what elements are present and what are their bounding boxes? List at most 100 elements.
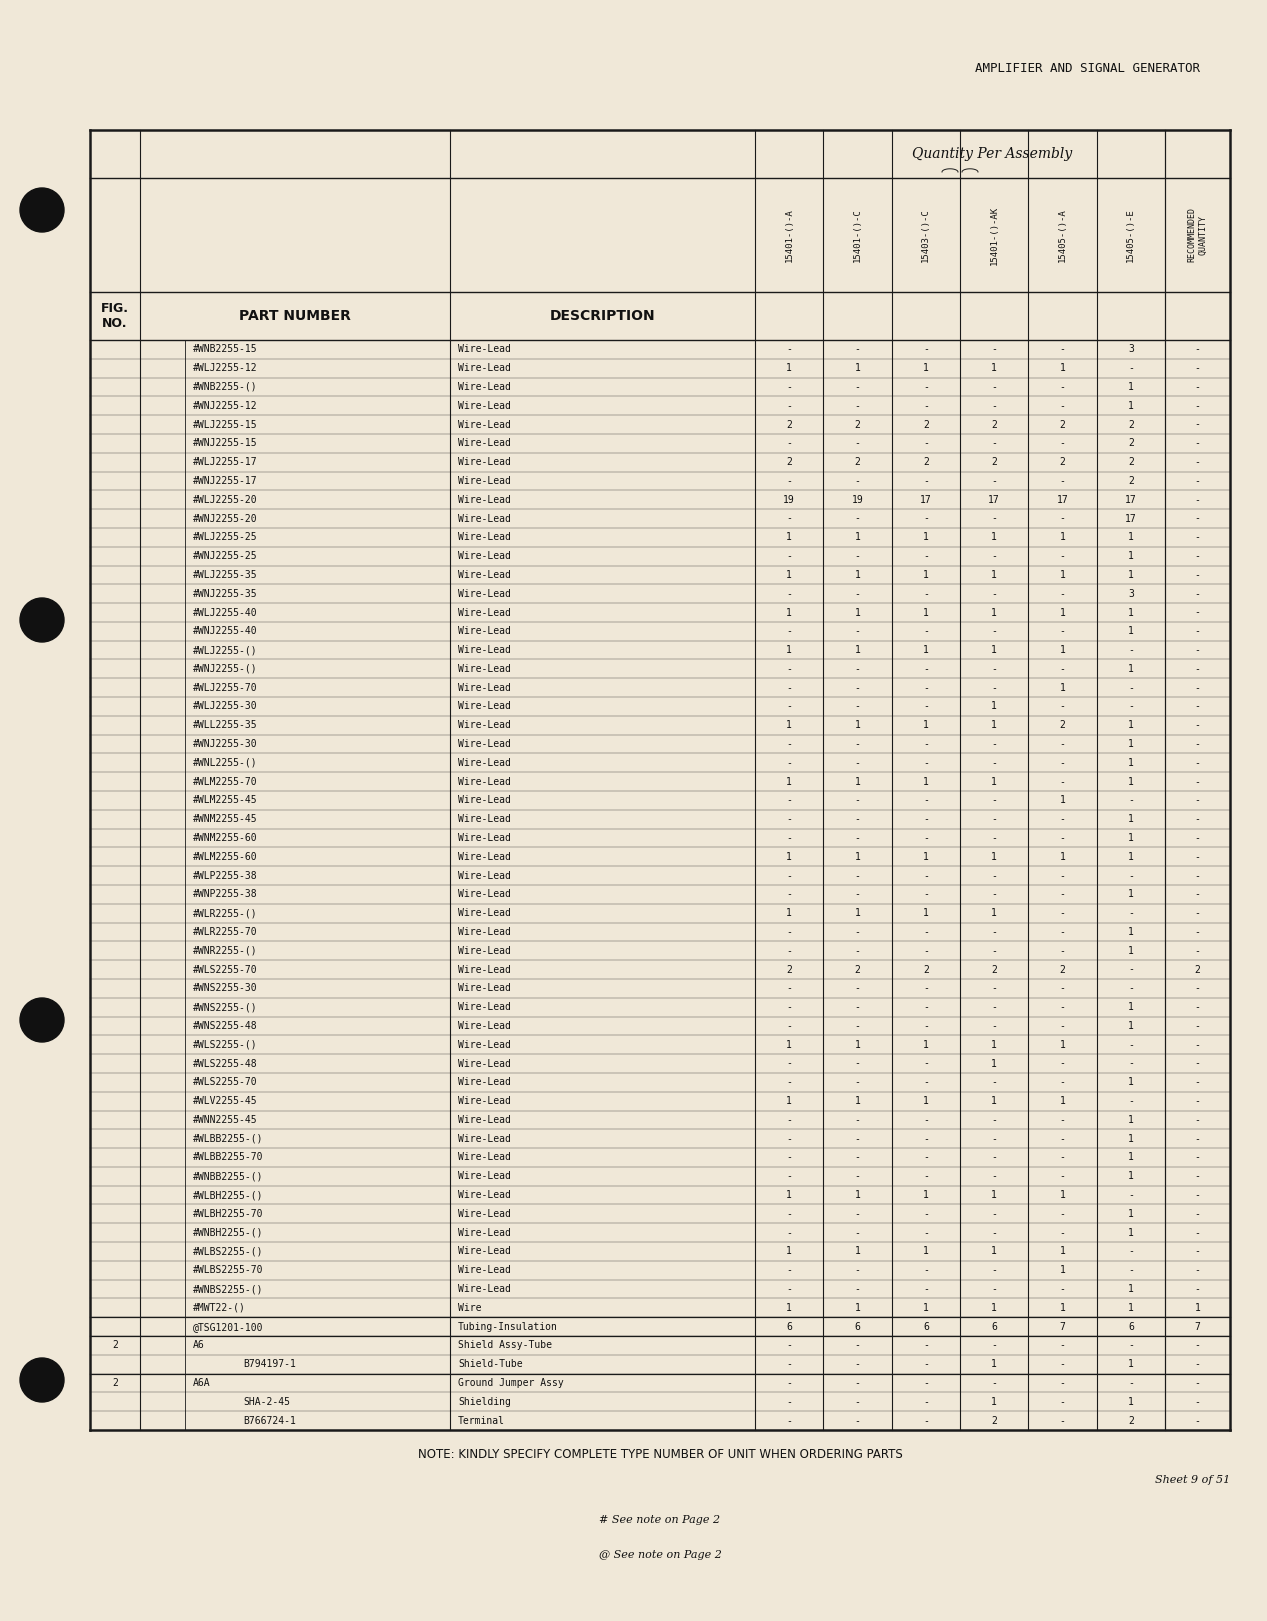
Text: Wire-Lead: Wire-Lead — [457, 870, 511, 880]
Text: -: - — [922, 1360, 929, 1370]
Text: #WNM2255-60: #WNM2255-60 — [193, 833, 257, 843]
Text: 1: 1 — [922, 363, 929, 373]
Text: #WLBB2255-70: #WLBB2255-70 — [193, 1153, 264, 1162]
Text: 1: 1 — [1128, 720, 1134, 729]
Text: 1: 1 — [854, 571, 860, 580]
Text: -: - — [854, 890, 860, 900]
Text: -: - — [787, 870, 792, 880]
Text: -: - — [1128, 645, 1134, 655]
Text: #WLS2255-70: #WLS2255-70 — [193, 1078, 257, 1088]
Text: -: - — [922, 1153, 929, 1162]
Text: -: - — [1059, 833, 1066, 843]
Text: @TSG1201-100: @TSG1201-100 — [193, 1321, 264, 1331]
Text: Wire-Lead: Wire-Lead — [457, 1209, 511, 1219]
Text: -: - — [1059, 1133, 1066, 1144]
Text: -: - — [787, 438, 792, 449]
Text: 2: 2 — [991, 420, 997, 430]
Text: 1: 1 — [1059, 645, 1066, 655]
Text: -: - — [922, 796, 929, 806]
Text: #WLV2255-45: #WLV2255-45 — [193, 1096, 257, 1106]
Text: @ See note on Page 2: @ See note on Page 2 — [598, 1550, 721, 1559]
Text: #WNJ2255-12: #WNJ2255-12 — [193, 400, 257, 410]
Text: -: - — [1128, 1266, 1134, 1276]
Text: #WNL2255-(): #WNL2255-() — [193, 759, 257, 768]
Text: -: - — [854, 984, 860, 994]
Text: 2: 2 — [1128, 457, 1134, 467]
Text: -: - — [787, 665, 792, 674]
Text: -: - — [854, 1021, 860, 1031]
Text: 1: 1 — [1059, 532, 1066, 543]
Text: 15405-()-A: 15405-()-A — [1058, 207, 1067, 263]
Text: -: - — [922, 1078, 929, 1088]
Text: 6: 6 — [787, 1321, 792, 1331]
Text: 1: 1 — [1059, 1266, 1066, 1276]
Text: -: - — [922, 1021, 929, 1031]
Text: -: - — [787, 984, 792, 994]
Text: 1: 1 — [1128, 814, 1134, 823]
Text: 1: 1 — [991, 608, 997, 618]
Text: -: - — [1059, 383, 1066, 392]
Text: -: - — [1059, 870, 1066, 880]
Text: -: - — [854, 477, 860, 486]
Text: -: - — [854, 1172, 860, 1182]
Text: 2: 2 — [854, 457, 860, 467]
Circle shape — [20, 598, 65, 642]
Text: -: - — [1195, 363, 1200, 373]
Text: -: - — [991, 665, 997, 674]
Text: Wire-Lead: Wire-Lead — [457, 1096, 511, 1106]
Text: RECOMMENDED
QUANTITY: RECOMMENDED QUANTITY — [1187, 207, 1207, 263]
Text: -: - — [787, 739, 792, 749]
Text: #WLBB2255-(): #WLBB2255-() — [193, 1133, 264, 1144]
Text: -: - — [922, 1415, 929, 1425]
Text: -: - — [787, 1397, 792, 1407]
Text: Wire-Lead: Wire-Lead — [457, 588, 511, 598]
Text: 2: 2 — [1128, 438, 1134, 449]
Text: -: - — [1195, 1284, 1200, 1294]
Text: 1: 1 — [991, 1397, 997, 1407]
Text: -: - — [1059, 1341, 1066, 1350]
Text: -: - — [787, 1227, 792, 1238]
Text: -: - — [787, 1266, 792, 1276]
Text: -: - — [1059, 739, 1066, 749]
Circle shape — [20, 1358, 65, 1402]
Text: -: - — [1195, 551, 1200, 561]
Text: Wire-Lead: Wire-Lead — [457, 851, 511, 862]
Text: -: - — [1195, 870, 1200, 880]
Text: 1: 1 — [1128, 383, 1134, 392]
Text: 1: 1 — [1128, 626, 1134, 637]
Text: 1: 1 — [1128, 1133, 1134, 1144]
Text: -: - — [787, 514, 792, 524]
Text: Wire-Lead: Wire-Lead — [457, 739, 511, 749]
Text: 1: 1 — [922, 851, 929, 862]
Text: 6: 6 — [854, 1321, 860, 1331]
Text: -: - — [922, 1378, 929, 1388]
Text: -: - — [991, 833, 997, 843]
Text: AMPLIFIER AND SIGNAL GENERATOR: AMPLIFIER AND SIGNAL GENERATOR — [976, 62, 1200, 75]
Text: 2: 2 — [991, 457, 997, 467]
Text: -: - — [1195, 477, 1200, 486]
Text: -: - — [1059, 945, 1066, 956]
Text: -: - — [1195, 383, 1200, 392]
Text: Wire-Lead: Wire-Lead — [457, 494, 511, 504]
Text: -: - — [1195, 1209, 1200, 1219]
Text: 1: 1 — [1128, 1209, 1134, 1219]
Text: -: - — [1059, 1284, 1066, 1294]
Text: 1: 1 — [854, 1039, 860, 1050]
Text: 1: 1 — [1128, 400, 1134, 410]
Text: Wire-Lead: Wire-Lead — [457, 1172, 511, 1182]
Text: -: - — [854, 833, 860, 843]
Text: -: - — [1195, 514, 1200, 524]
Text: #WLS2255-70: #WLS2255-70 — [193, 964, 257, 974]
Text: -: - — [922, 665, 929, 674]
Text: Wire-Lead: Wire-Lead — [457, 702, 511, 712]
Text: Wire: Wire — [457, 1303, 481, 1313]
Text: -: - — [787, 1415, 792, 1425]
Text: 1: 1 — [787, 1247, 792, 1256]
Text: Shielding: Shielding — [457, 1397, 511, 1407]
Text: 1: 1 — [1128, 1360, 1134, 1370]
Text: -: - — [854, 400, 860, 410]
Text: -: - — [1128, 363, 1134, 373]
Text: Wire-Lead: Wire-Lead — [457, 814, 511, 823]
Text: 1: 1 — [787, 720, 792, 729]
Text: 2: 2 — [1059, 420, 1066, 430]
